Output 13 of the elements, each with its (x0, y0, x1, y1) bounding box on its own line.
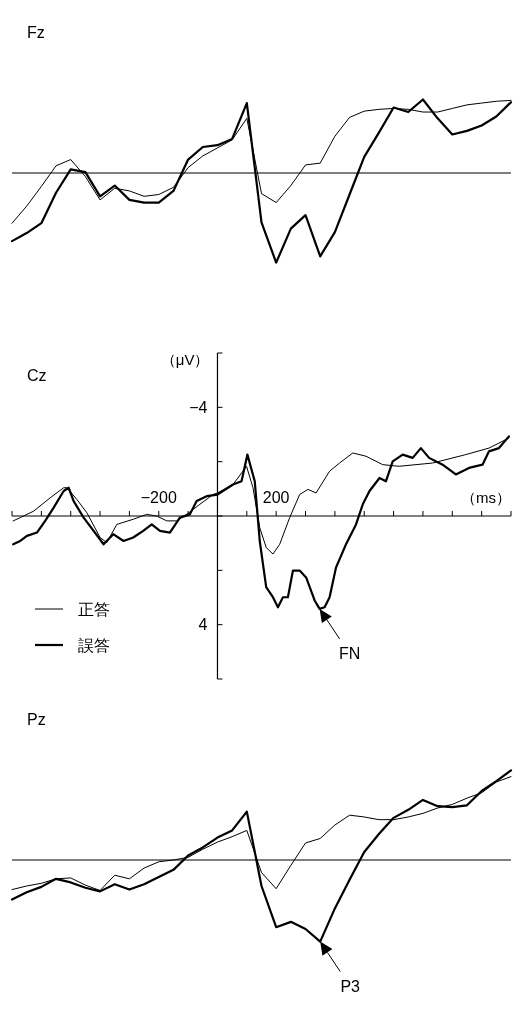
y-axis-title: （μV） (160, 351, 210, 368)
x-axis-title: （ms） (461, 489, 511, 506)
text: P3 (340, 977, 361, 995)
x-tick-label: 200 (262, 489, 290, 506)
x-tick-label: −200 (140, 489, 177, 506)
chart-title: Pz (27, 711, 46, 728)
chart-title: Fz (27, 24, 45, 41)
annotation: FN (338, 644, 361, 662)
text: Cz (27, 367, 47, 384)
legend-label: 誤答 (78, 636, 110, 654)
y-tick-label: 4 (198, 616, 208, 634)
y-tick-label: −4 (189, 398, 208, 416)
legend-label: 正答 (78, 600, 110, 618)
